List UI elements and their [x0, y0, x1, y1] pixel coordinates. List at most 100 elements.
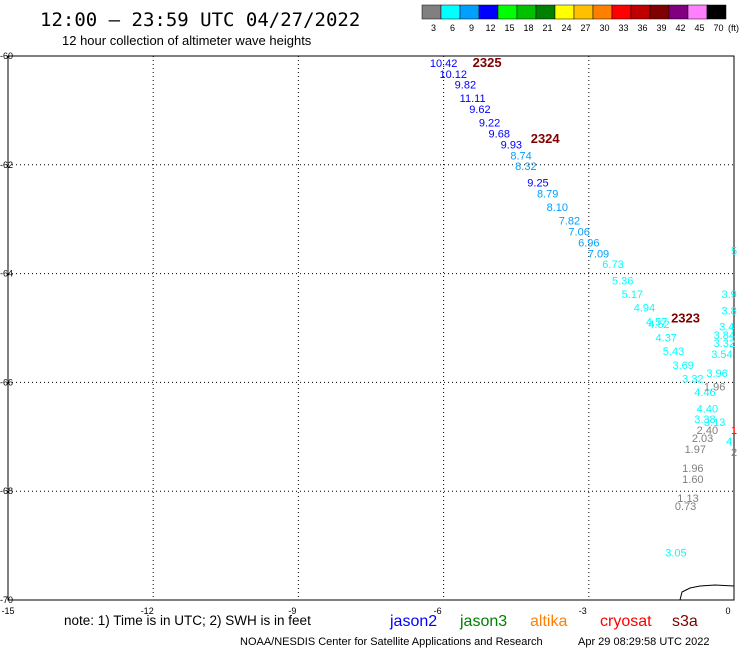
swh-value-label: 1.60 — [682, 474, 703, 486]
colorbar-label: 36 — [637, 23, 647, 33]
colorbar-swatch — [611, 4, 632, 20]
swh-value-label: 1.96 — [682, 463, 703, 475]
colorbar-swatch — [649, 4, 670, 20]
x-tick-label: -3 — [579, 606, 587, 616]
coastline — [679, 584, 735, 601]
swh-value-label: 7.06 — [568, 227, 589, 239]
swh-value-label: 3.8 — [722, 305, 737, 317]
colorbar-label: 45 — [694, 23, 704, 33]
colorbar-swatch — [497, 4, 518, 20]
swh-value-label: 8.10 — [547, 202, 568, 214]
swh-value-label: 6.96 — [578, 237, 599, 249]
satellite-altika: altika — [530, 613, 567, 630]
swh-value-label: 8.79 — [537, 188, 558, 200]
swh-value-label: 7.09 — [588, 248, 609, 260]
pass-labels: 2325 2324 2323 — [473, 55, 700, 326]
swh-value-label: 4.52 — [648, 319, 669, 331]
colorbar-label: 21 — [542, 23, 552, 33]
chart-subtitle: 12 hour collection of altimeter wave hei… — [62, 33, 312, 48]
swh-value-label: 5 — [731, 246, 737, 258]
colorbar-swatch — [535, 4, 556, 20]
swh-value-label: 4.57 — [646, 316, 667, 328]
colorbar-label: 30 — [599, 23, 609, 33]
swh-value-label: 2 — [731, 447, 737, 459]
swh-value-label: 6.73 — [602, 259, 623, 271]
y-tick-label: -68 — [0, 486, 13, 496]
swh-value-label: 3.84 — [714, 330, 735, 342]
colorbar-swatch — [706, 4, 727, 20]
colorbar-label: 3 — [431, 23, 436, 33]
swh-value-label: 3.9 — [722, 289, 737, 301]
swh-value-label: 3.69 — [672, 360, 693, 372]
swh-value-label: 10.42 — [430, 58, 458, 70]
swh-value-label: 5.17 — [622, 289, 643, 301]
y-tick-label: -62 — [0, 160, 13, 170]
swh-value-label: 8.74 — [510, 150, 531, 162]
colorbar-swatch — [516, 4, 537, 20]
colorbar-swatch — [630, 4, 651, 20]
swh-value-label: 2.40 — [697, 425, 718, 437]
swh-value-label: 3.32 — [714, 338, 735, 350]
colorbar-label: 9 — [469, 23, 474, 33]
swh-value-label: 9.82 — [455, 80, 476, 92]
swh-value-label: 4 — [726, 436, 732, 448]
swh-value-label: 1.96 — [704, 382, 725, 394]
colorbar-label: 42 — [675, 23, 685, 33]
y-tick-label: -64 — [0, 269, 13, 279]
colorbar-swatch — [554, 4, 575, 20]
x-tick-label: -6 — [434, 606, 442, 616]
swh-value-label: 0.73 — [675, 501, 696, 513]
grid-lines — [8, 56, 734, 600]
swh-value-label: 4.37 — [656, 333, 677, 345]
swh-value-label: 9.68 — [489, 129, 510, 141]
colorbar-swatch — [592, 4, 613, 20]
colorbar-unit: (ft) — [728, 23, 739, 33]
colorbar-swatch — [573, 4, 594, 20]
footer-credit: NOAA/NESDIS Center for Satellite Applica… — [240, 636, 543, 648]
colorbar-label: 39 — [656, 23, 666, 33]
plot-frame — [7, 55, 735, 601]
colorbar-swatch — [687, 4, 708, 20]
swh-value-label: 9.22 — [479, 118, 500, 130]
colorbar-label: 70 — [713, 23, 723, 33]
swh-value-label: 3.96 — [706, 368, 727, 380]
axis-ticks: -15 -12 -9 -6 -3 0 -60 -62 -64 -66 -68 -70 — [0, 51, 731, 616]
swh-value-label: 11.11 — [460, 93, 486, 105]
swh-value-label: 1.13 — [677, 493, 698, 505]
swh-value-label: 3.54 — [711, 349, 732, 361]
satellite-cryosat: cryosat — [600, 613, 652, 630]
swh-value-label: 2.03 — [692, 433, 713, 445]
footer-timestamp: Apr 29 08:29:58 UTC 2022 — [578, 636, 709, 648]
colorbar-label: 6 — [450, 23, 455, 33]
swh-value-label: 1 — [731, 425, 737, 437]
x-tick-label: -12 — [141, 606, 154, 616]
colorbar-swatch — [440, 4, 461, 20]
satellite-jason2: jason2 — [389, 613, 437, 630]
swh-value-label: 9.25 — [527, 178, 548, 190]
x-tick-label: -15 — [1, 606, 14, 616]
colorbar-label: 24 — [561, 23, 571, 33]
colorbar-label: 33 — [618, 23, 628, 33]
swh-value-label: 10.12 — [440, 69, 468, 81]
colorbar-swatch — [421, 4, 442, 20]
swh-value-label: 3.38 — [694, 414, 715, 426]
swh-value-label: 9.93 — [501, 139, 522, 151]
swh-value-label: 4.40 — [697, 403, 718, 415]
colorbar-label: 27 — [580, 23, 590, 33]
colorbar-label: 15 — [504, 23, 514, 33]
colorbar-swatch — [478, 4, 499, 20]
chart-title: 12:00 – 23:59 UTC 04/27/2022 — [40, 9, 360, 31]
pass-number-label: 2323 — [671, 311, 700, 326]
swh-value-label: 5.36 — [612, 275, 633, 287]
plot-area: -15 -12 -9 -6 -3 0-60-62-64-66-68-70 10.4210.… — [0, 51, 737, 616]
y-tick-label: -70 — [0, 595, 13, 605]
x-tick-label: -9 — [288, 606, 296, 616]
swh-value-label: 9.62 — [469, 104, 490, 116]
colorbar-swatch — [459, 4, 480, 20]
pass-number-label: 2324 — [531, 131, 561, 146]
swh-value-label: 4.46 — [694, 387, 715, 399]
satellite-legend: jason2 jason3 altika cryosat s3a — [389, 613, 698, 630]
swh-value-label: 1.97 — [685, 444, 706, 456]
y-tick-label: -60 — [0, 51, 13, 61]
